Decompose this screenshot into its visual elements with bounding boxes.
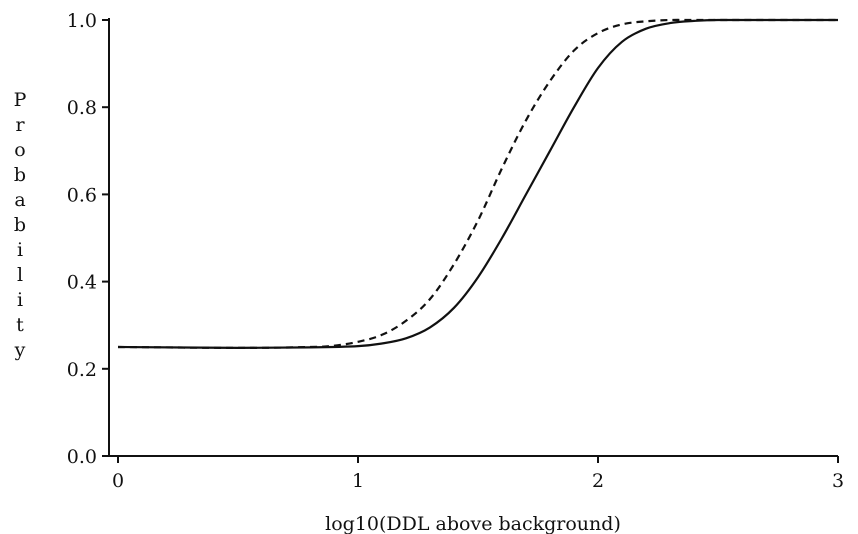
series-solid-line [117, 18, 838, 350]
x-tick-label: 0 [112, 470, 124, 492]
x-tick-label: 2 [592, 470, 604, 492]
y-axis-title-letter: i [17, 239, 23, 261]
y-tick-label: 0.6 [67, 184, 97, 206]
y-axis-title-letter: a [14, 189, 25, 211]
series-dashed-line [117, 18, 838, 350]
y-axis-title-letter: r [15, 114, 25, 136]
x-axis-title: log10(DDL above background) [325, 513, 621, 534]
y-axis-title-letter: l [17, 264, 23, 286]
y-axis-title-letter: t [16, 314, 24, 336]
y-tick-label: 0.8 [67, 97, 97, 119]
y-tick-label: 0.2 [67, 359, 97, 381]
y-tick-label: 1.0 [67, 10, 97, 32]
y-axis-title-letter: P [14, 89, 27, 111]
y-tick-label: 0.0 [67, 446, 97, 468]
y-axis-title-letter: b [14, 164, 26, 186]
y-tick-group: 0.0 0.2 0.4 0.6 0.8 1.0 [67, 10, 109, 468]
y-axis-title-letter: o [14, 139, 25, 161]
y-axis-title-letter: i [17, 289, 23, 311]
x-tick-label: 3 [832, 470, 844, 492]
x-tick-group: 0 1 2 3 [112, 456, 844, 492]
y-axis-title-letter: y [14, 339, 26, 361]
y-axis-title-letter: b [14, 214, 26, 236]
x-tick-label: 1 [352, 470, 364, 492]
y-tick-label: 0.4 [67, 272, 97, 294]
